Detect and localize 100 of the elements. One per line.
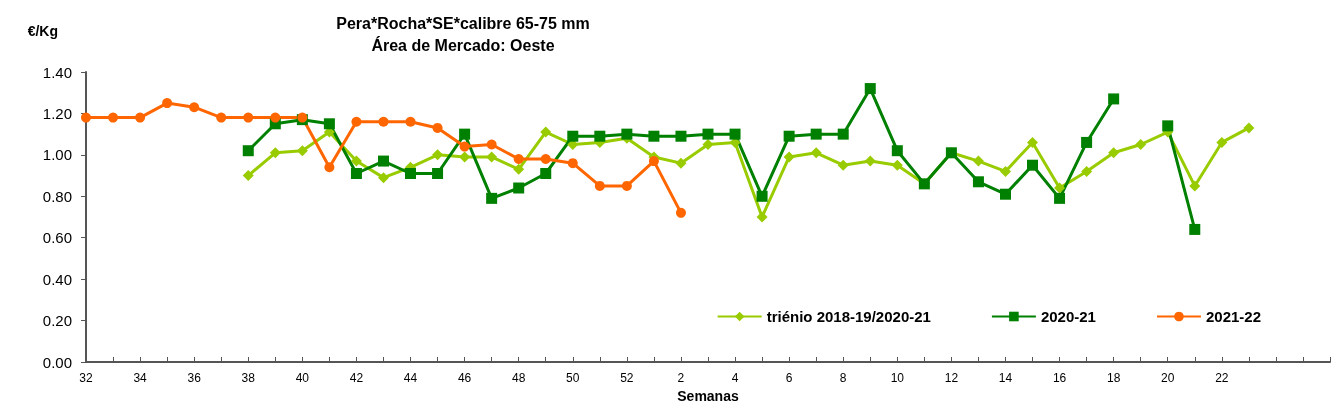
point bbox=[864, 155, 876, 167]
point bbox=[891, 159, 903, 171]
point bbox=[972, 176, 984, 188]
point bbox=[1108, 93, 1120, 105]
chart-title: Pera*Rocha*SE*calibre 65-75 mm bbox=[336, 14, 590, 32]
point bbox=[999, 188, 1011, 200]
chart-subtitle: Área de Mercado: Oeste bbox=[371, 35, 555, 54]
point bbox=[513, 163, 525, 175]
x-tick-label: 22 bbox=[1215, 371, 1229, 385]
point bbox=[621, 180, 632, 191]
legend-label: triénio 2018-19/2020-21 bbox=[766, 308, 931, 325]
point bbox=[405, 168, 417, 179]
y-tick-label: 1.40 bbox=[42, 63, 72, 81]
point bbox=[621, 128, 633, 140]
x-tick-label: 46 bbox=[457, 371, 472, 385]
point bbox=[810, 147, 822, 159]
point bbox=[459, 141, 470, 152]
point bbox=[567, 130, 579, 142]
point bbox=[810, 128, 822, 140]
point bbox=[243, 112, 254, 123]
y-tick-label: 1.00 bbox=[42, 146, 72, 164]
point bbox=[702, 128, 714, 140]
x-tick-label: 8 bbox=[839, 371, 847, 385]
legend-label: 2020-21 bbox=[1040, 308, 1096, 325]
point bbox=[837, 128, 849, 140]
x-tick-label: 42 bbox=[349, 371, 364, 385]
y-tick-label: 0.80 bbox=[42, 187, 72, 205]
point bbox=[702, 139, 714, 150]
point bbox=[242, 170, 254, 182]
y-tick-label: 1.20 bbox=[42, 104, 72, 122]
point bbox=[783, 151, 795, 163]
x-tick-label: 44 bbox=[403, 371, 418, 385]
point bbox=[891, 145, 903, 157]
x-tick-label: 6 bbox=[785, 371, 793, 385]
point bbox=[972, 155, 984, 167]
point bbox=[1054, 192, 1066, 204]
point bbox=[864, 83, 876, 95]
point bbox=[432, 122, 443, 133]
point bbox=[540, 168, 552, 179]
point bbox=[756, 211, 768, 223]
legend-label: 2021-22 bbox=[1205, 308, 1262, 325]
x-tick-label: 32 bbox=[79, 371, 93, 385]
point bbox=[377, 172, 389, 184]
point bbox=[486, 192, 498, 204]
point bbox=[81, 112, 91, 123]
point bbox=[432, 168, 444, 179]
y-tick-label: 0.40 bbox=[42, 270, 72, 288]
point bbox=[675, 207, 686, 218]
x-tick-label: 38 bbox=[241, 371, 256, 385]
point bbox=[269, 147, 281, 159]
point bbox=[486, 139, 497, 150]
x-tick-label: 36 bbox=[187, 371, 202, 385]
point bbox=[1189, 180, 1201, 192]
point bbox=[513, 182, 525, 194]
point bbox=[675, 130, 687, 142]
x-tick-label: 52 bbox=[620, 371, 634, 385]
point bbox=[270, 112, 281, 123]
point bbox=[1054, 182, 1066, 194]
point bbox=[567, 158, 578, 169]
x-tick-label: 50 bbox=[566, 371, 580, 385]
point bbox=[323, 118, 335, 130]
point bbox=[242, 145, 254, 157]
x-tick-label: 14 bbox=[998, 371, 1013, 385]
point bbox=[1081, 136, 1093, 148]
x-tick-label: 40 bbox=[295, 371, 310, 385]
x-tick-label: 16 bbox=[1052, 371, 1067, 385]
point bbox=[324, 162, 335, 173]
y-tick-label: 0.20 bbox=[42, 312, 72, 330]
point bbox=[1216, 136, 1228, 148]
point bbox=[594, 130, 606, 142]
x-tick-label: 20 bbox=[1161, 371, 1175, 385]
point bbox=[350, 168, 362, 179]
point bbox=[594, 180, 605, 191]
x-tick-label: 10 bbox=[890, 371, 905, 385]
x-tick-label: 48 bbox=[512, 371, 526, 385]
point bbox=[1108, 147, 1120, 159]
point bbox=[729, 128, 741, 140]
point bbox=[1162, 120, 1174, 132]
point bbox=[540, 154, 551, 164]
y-tick-label: 0.60 bbox=[42, 229, 72, 247]
point bbox=[135, 112, 146, 123]
point bbox=[648, 156, 659, 167]
point bbox=[350, 155, 362, 167]
point bbox=[1081, 165, 1093, 177]
y-axis-title: €/Kg bbox=[27, 23, 58, 39]
point bbox=[1243, 122, 1255, 134]
point bbox=[999, 165, 1011, 177]
point bbox=[189, 102, 200, 113]
point bbox=[459, 128, 471, 140]
point bbox=[486, 151, 498, 163]
point bbox=[513, 154, 524, 164]
point bbox=[1027, 136, 1039, 148]
point bbox=[378, 116, 389, 127]
x-tick-label: 12 bbox=[944, 371, 959, 385]
point bbox=[108, 112, 119, 123]
point bbox=[296, 145, 308, 157]
x-tick-label: 34 bbox=[133, 371, 148, 385]
point bbox=[432, 149, 444, 161]
point bbox=[1189, 223, 1201, 235]
point bbox=[162, 98, 173, 109]
